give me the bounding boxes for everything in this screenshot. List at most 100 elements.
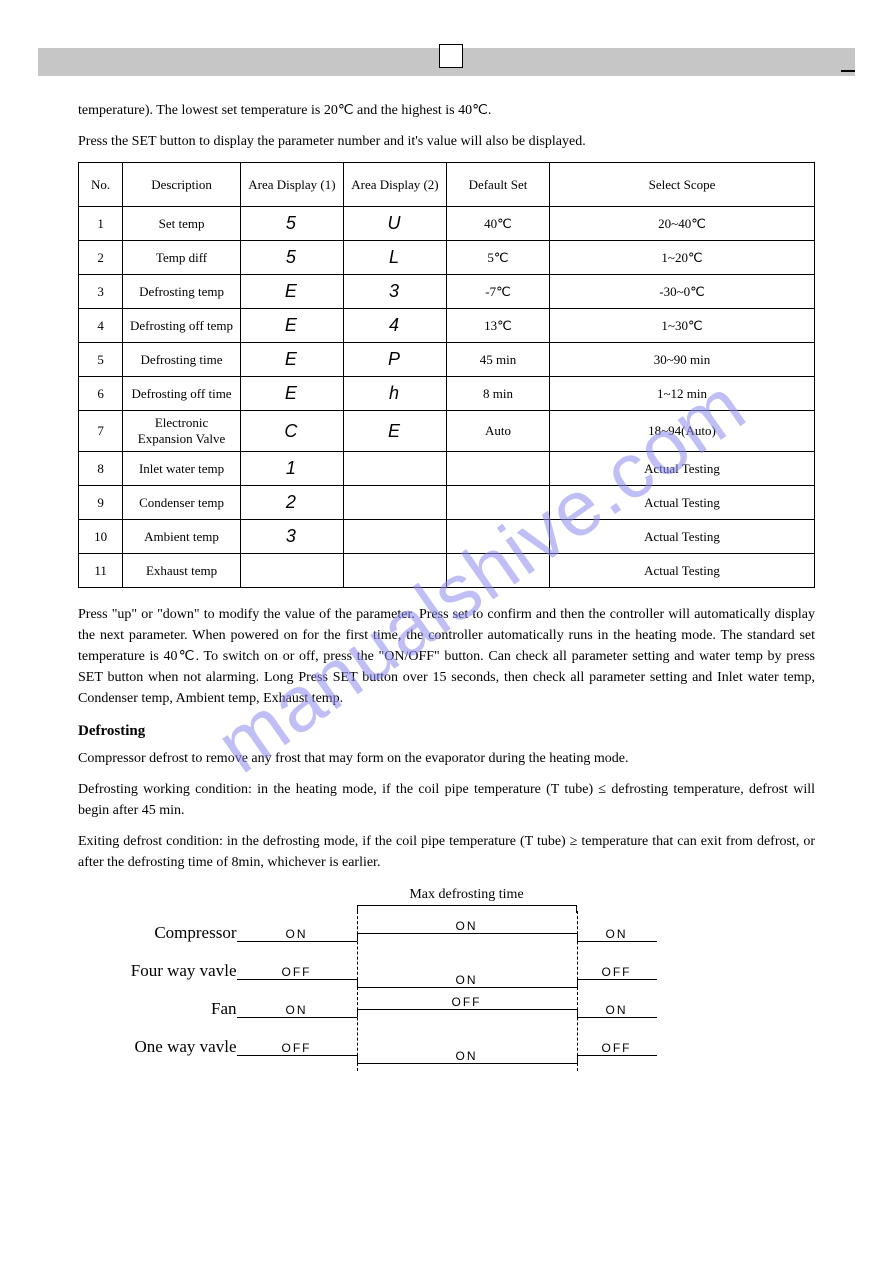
diagram-segment: OFF — [237, 979, 357, 980]
diagram-row-label: Four way vavle — [127, 961, 237, 981]
table-row: 4Defrosting off tempE413℃1~30℃ — [79, 309, 815, 343]
diagram-state-text: ON — [357, 973, 577, 987]
table-row: 1Set temp5U40℃20~40℃ — [79, 207, 815, 241]
diagram-row: FanONOFFON — [237, 993, 657, 1031]
diagram-step — [577, 1055, 578, 1063]
table-cell: U — [343, 207, 446, 241]
timing-diagram: Max defrosting timeCompressorONONONFour … — [78, 887, 815, 1084]
table-cell: 45 min — [446, 343, 549, 377]
defrost-p3: Exiting defrost condition: in the defros… — [78, 831, 815, 873]
diagram-step — [357, 1055, 358, 1063]
diagram-step — [577, 979, 578, 987]
table-cell: Actual Testing — [550, 486, 815, 520]
diagram-segment: ON — [357, 987, 577, 988]
table-cell: Defrosting time — [123, 343, 241, 377]
table-cell: 40℃ — [446, 207, 549, 241]
table-cell — [446, 452, 549, 486]
table-cell: 6 — [79, 377, 123, 411]
table-cell: -7℃ — [446, 275, 549, 309]
table-cell: h — [343, 377, 446, 411]
th: Select Scope — [550, 163, 815, 207]
table-cell: Temp diff — [123, 241, 241, 275]
table-cell: Actual Testing — [550, 554, 815, 588]
table-cell — [446, 554, 549, 588]
table-cell: 11 — [79, 554, 123, 588]
diagram-row: CompressorONONON — [237, 917, 657, 955]
diagram-state-text: ON — [237, 1003, 357, 1017]
table-cell — [343, 554, 446, 588]
diagram-state-text: OFF — [357, 995, 577, 1009]
table-cell: Actual Testing — [550, 452, 815, 486]
table-cell: E — [240, 309, 343, 343]
diagram-row-label: Fan — [127, 999, 237, 1019]
diagram-segment: OFF — [577, 979, 657, 980]
table-cell: 3 — [79, 275, 123, 309]
diagram-segment: ON — [237, 1017, 357, 1018]
diagram-segment: ON — [237, 941, 357, 942]
intro-line-1: temperature). The lowest set temperature… — [78, 100, 815, 121]
table-cell: 2 — [240, 486, 343, 520]
table-row: 3Defrosting tempE3-7℃-30~0℃ — [79, 275, 815, 309]
table-cell: 5 — [79, 343, 123, 377]
diagram-segment: ON — [357, 933, 577, 934]
diagram-state-text: ON — [237, 927, 357, 941]
diagram-state-text: OFF — [237, 1041, 357, 1055]
table-cell: 8 — [79, 452, 123, 486]
table-cell: Actual Testing — [550, 520, 815, 554]
table-cell: 5 — [240, 207, 343, 241]
table-cell — [343, 452, 446, 486]
page-content: temperature). The lowest set temperature… — [78, 100, 815, 1084]
parameter-table: No. Description Area Display (1) Area Di… — [78, 162, 815, 588]
diagram-segment: OFF — [237, 1055, 357, 1056]
table-cell: P — [343, 343, 446, 377]
diagram-state-text: OFF — [577, 1041, 657, 1055]
table-cell: 3 — [240, 520, 343, 554]
table-cell: E — [240, 377, 343, 411]
table-cell: 5℃ — [446, 241, 549, 275]
diagram-state-text: ON — [357, 1049, 577, 1063]
defrost-title: Defrosting — [78, 723, 815, 740]
th: No. — [79, 163, 123, 207]
table-cell: Defrosting off time — [123, 377, 241, 411]
body-para: Press "up" or "down" to modify the value… — [78, 604, 815, 709]
diagram-state-text: ON — [357, 919, 577, 933]
table-cell: 20~40℃ — [550, 207, 815, 241]
table-cell — [343, 486, 446, 520]
diagram-row: Four way vavleOFFONOFF — [237, 955, 657, 993]
table-cell: C — [240, 411, 343, 452]
th: Default Set — [446, 163, 549, 207]
table-row: 9Condenser temp2Actual Testing — [79, 486, 815, 520]
table-cell: E — [240, 275, 343, 309]
table-cell: E — [343, 411, 446, 452]
diagram-step — [357, 979, 358, 987]
diagram-title: Max defrosting time — [367, 887, 567, 903]
table-cell: 1~12 min — [550, 377, 815, 411]
intro-line-2: Press the SET button to display the para… — [78, 131, 815, 152]
table-row: 7Electronic Expansion ValveCEAuto18~94(A… — [79, 411, 815, 452]
table-cell — [446, 520, 549, 554]
defrost-p1: Compressor defrost to remove any frost t… — [78, 748, 815, 769]
table-cell: 30~90 min — [550, 343, 815, 377]
diagram-state-text: OFF — [577, 965, 657, 979]
table-row: 10Ambient temp3Actual Testing — [79, 520, 815, 554]
diagram-state-text: ON — [577, 1003, 657, 1017]
table-cell: Condenser temp — [123, 486, 241, 520]
table-cell: 13℃ — [446, 309, 549, 343]
table-cell: Defrosting off temp — [123, 309, 241, 343]
diagram-segment: OFF — [577, 1055, 657, 1056]
table-row: 8Inlet water temp1Actual Testing — [79, 452, 815, 486]
table-cell — [343, 520, 446, 554]
table-cell: Defrosting temp — [123, 275, 241, 309]
table-cell: Electronic Expansion Valve — [123, 411, 241, 452]
header-tick — [841, 70, 855, 72]
page-number-box — [439, 44, 463, 68]
diagram-segment: ON — [577, 1017, 657, 1018]
th: Area Display (1) — [240, 163, 343, 207]
table-cell: 2 — [79, 241, 123, 275]
table-row: 5Defrosting timeEP45 min30~90 min — [79, 343, 815, 377]
table-cell: 4 — [79, 309, 123, 343]
diagram-state-text: OFF — [237, 965, 357, 979]
diagram-step — [357, 933, 358, 941]
table-cell: 1 — [240, 452, 343, 486]
table-cell: 4 — [343, 309, 446, 343]
